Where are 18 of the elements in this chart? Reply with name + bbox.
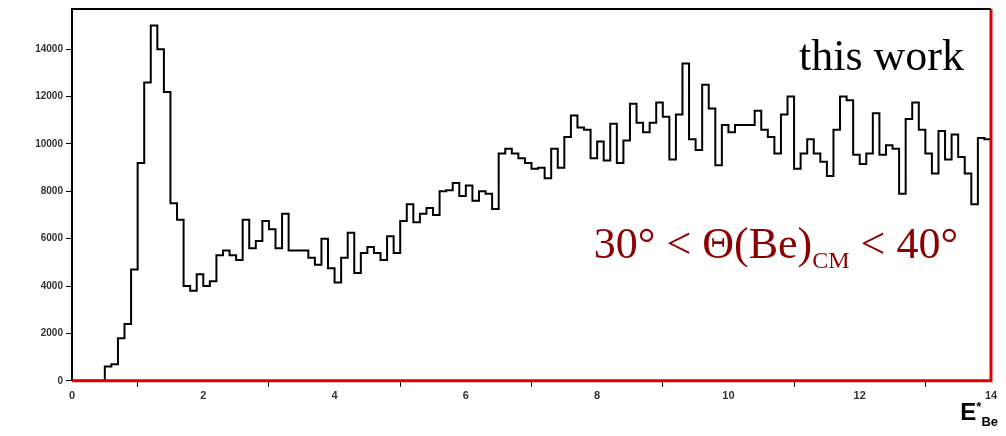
x-tick-label: 2 bbox=[200, 389, 207, 402]
x-tick-label: 0 bbox=[68, 389, 76, 402]
y-tick-label: 14000 bbox=[35, 43, 64, 55]
annotation: this work bbox=[799, 30, 964, 81]
x-tick-label: 10 bbox=[722, 389, 735, 402]
y-tick-label: 10000 bbox=[35, 137, 64, 149]
y-tick-label: 4000 bbox=[40, 279, 64, 291]
x-tick-label: 4 bbox=[331, 389, 339, 402]
x-tick-label: 12 bbox=[853, 389, 866, 402]
x-tick-label: 6 bbox=[462, 389, 469, 402]
y-tick-label: 0 bbox=[57, 374, 64, 386]
y-tick-label: 12000 bbox=[35, 90, 64, 102]
y-tick-label: 2000 bbox=[40, 327, 64, 339]
x-tick-label: 8 bbox=[594, 389, 601, 402]
x-tick-label: 14 bbox=[984, 389, 998, 402]
y-tick-label: 6000 bbox=[40, 232, 64, 244]
annotation: 30° < Θ(Be)$_{CM}$ < 40° bbox=[593, 218, 958, 274]
y-tick-label: 8000 bbox=[40, 185, 64, 197]
